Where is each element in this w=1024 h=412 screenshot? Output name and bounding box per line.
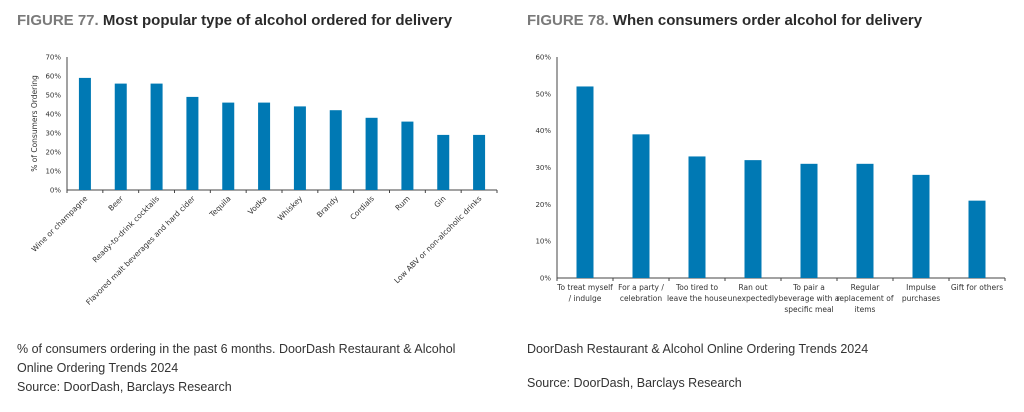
bar xyxy=(576,86,594,278)
x-category-label-line: To treat myself xyxy=(556,283,613,292)
x-category-label: Ran out unexpectedly xyxy=(728,283,779,303)
x-category-label-line: Gift for others xyxy=(951,283,1003,292)
y-tick-label: 0% xyxy=(540,275,551,283)
x-category-label: To treat myself / indulge xyxy=(556,283,613,303)
x-category-label: Too tired to leave the house xyxy=(667,283,727,303)
x-category-label-line: Ran out xyxy=(738,283,767,292)
y-tick-label: 30% xyxy=(535,164,551,172)
x-category-label-line: Too tired to xyxy=(675,283,719,292)
figure-78-title: FIGURE 78. When consumers order alcohol … xyxy=(527,12,922,29)
figure-78-note: DoorDash Restaurant & Alcohol Online Ord… xyxy=(527,342,869,356)
y-tick-label: 10% xyxy=(45,168,61,176)
y-axis-title: % of Consumers Ordering xyxy=(30,75,39,172)
x-category-label-line: items xyxy=(855,305,876,314)
x-category-label-line: / indulge xyxy=(569,294,602,303)
bar xyxy=(473,134,486,190)
figure-number: FIGURE 78. xyxy=(527,12,609,29)
bar xyxy=(912,174,930,278)
x-category-label: For a party / celebration xyxy=(618,283,664,303)
bar xyxy=(744,160,762,278)
x-category-label-line: specific meal xyxy=(784,305,833,314)
x-category-label: Gift for others xyxy=(951,283,1003,292)
y-tick-label: 40% xyxy=(45,111,61,119)
x-category-label-line: leave the house xyxy=(667,294,727,303)
x-category-label-line: celebration xyxy=(620,294,662,303)
bar xyxy=(329,110,342,190)
x-category-label-line: Impulse xyxy=(906,283,936,292)
x-category-label: Regular replacement of items xyxy=(837,283,894,314)
x-category-label-line: For a party / xyxy=(618,283,664,292)
bar xyxy=(800,163,818,278)
x-category-label: Impulse purchases xyxy=(902,283,940,303)
bar xyxy=(114,83,127,190)
y-tick-label: 20% xyxy=(45,149,61,157)
x-category-label: To pair a beverage with a specific meal xyxy=(779,283,840,314)
y-tick-label: 50% xyxy=(535,90,551,98)
figure-77-title: FIGURE 77. Most popular type of alcohol … xyxy=(17,12,452,29)
bar xyxy=(365,117,378,190)
x-category-label-line: replacement of xyxy=(837,294,894,303)
bar xyxy=(401,121,414,190)
bar xyxy=(258,102,271,190)
figure-77-note: % of consumers ordering in the past 6 mo… xyxy=(17,340,487,397)
y-tick-label: 70% xyxy=(45,54,61,62)
figure-source-text: Source: DoorDash, Barclays Research xyxy=(17,380,232,394)
bar xyxy=(632,134,650,278)
y-tick-label: 0% xyxy=(50,187,61,195)
bar xyxy=(222,102,235,190)
bar xyxy=(186,96,199,190)
bar xyxy=(78,77,91,190)
figure-title-text: Most popular type of alcohol ordered for… xyxy=(102,12,453,29)
y-tick-label: 60% xyxy=(535,54,551,62)
x-category-label-line: To pair a xyxy=(792,283,825,292)
x-category-label-line: beverage with a xyxy=(779,294,840,303)
y-tick-label: 50% xyxy=(45,92,61,100)
figure-78-source: Source: DoorDash, Barclays Research xyxy=(527,376,742,390)
bar xyxy=(150,83,163,190)
bar xyxy=(968,200,986,278)
y-tick-label: 40% xyxy=(535,127,551,135)
bar xyxy=(856,163,874,278)
y-tick-label: 30% xyxy=(45,130,61,138)
x-category-label-line: Regular xyxy=(851,283,881,292)
bar xyxy=(437,134,450,190)
x-category-label-line: purchases xyxy=(902,294,940,303)
bar xyxy=(688,156,706,278)
y-tick-label: 60% xyxy=(45,73,61,81)
bar xyxy=(293,106,306,190)
figure-note-text: % of consumers ordering in the past 6 mo… xyxy=(17,342,456,375)
x-category-label-line: unexpectedly xyxy=(728,294,779,303)
y-tick-label: 10% xyxy=(535,238,551,246)
figure-title-text: When consumers order alcohol for deliver… xyxy=(612,12,923,29)
figure-number: FIGURE 77. xyxy=(17,12,99,29)
y-tick-label: 20% xyxy=(535,201,551,209)
